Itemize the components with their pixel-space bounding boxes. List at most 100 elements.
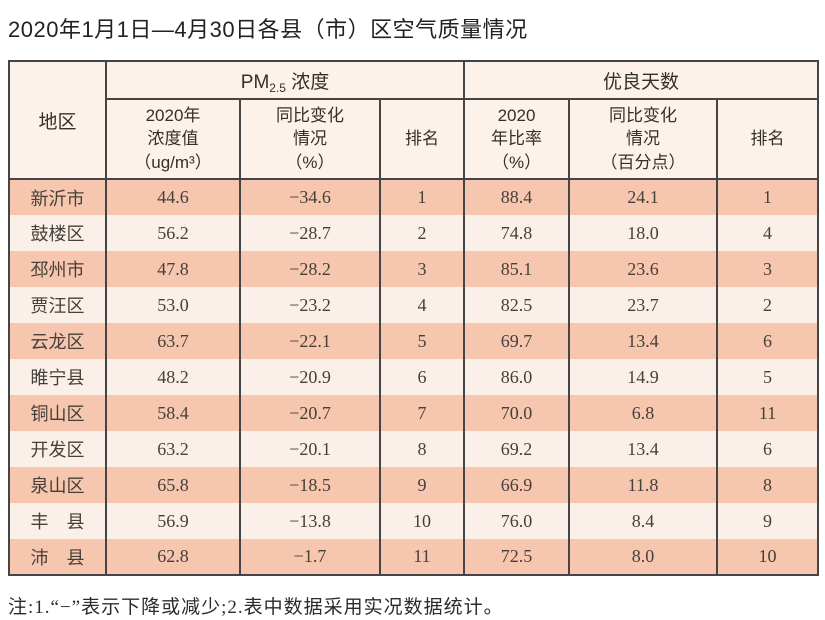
cell-pm-change: −20.9: [239, 359, 380, 395]
cell-pm-change: −28.2: [239, 251, 380, 287]
cell-days-change: 23.7: [568, 287, 718, 323]
cell-days-rank: 9: [716, 503, 819, 539]
cell-pm-value: 63.2: [105, 431, 240, 467]
cell-pm-rank: 6: [378, 359, 465, 395]
cell-pm-rank: 11: [378, 539, 465, 575]
cell-days-rate: 69.2: [463, 431, 570, 467]
cell-days-rank: 11: [716, 395, 819, 431]
cell-pm-rank: 10: [378, 503, 465, 539]
col-group-good-days: 优良天数: [463, 61, 819, 100]
cell-pm-rank: 9: [378, 467, 465, 503]
cell-pm-rank: 4: [378, 287, 465, 323]
cell-days-change: 8.0: [568, 539, 718, 575]
cell-region: 云龙区: [9, 323, 106, 359]
cell-pm-change: −20.7: [239, 395, 380, 431]
air-quality-table: 地区 PM2.5 浓度 优良天数 2020年 浓度值 （ug/m³） 同比变化 …: [8, 60, 820, 576]
table-header: 地区 PM2.5 浓度 优良天数 2020年 浓度值 （ug/m³） 同比变化 …: [9, 61, 819, 180]
cell-days-rate: 72.5: [463, 539, 570, 575]
cell-pm-value: 53.0: [105, 287, 240, 323]
cell-days-rank: 3: [716, 251, 819, 287]
cell-days-change: 11.8: [568, 467, 718, 503]
cell-days-rank: 1: [716, 179, 819, 215]
cell-pm-value: 56.9: [105, 503, 240, 539]
cell-days-change: 13.4: [568, 323, 718, 359]
cell-days-rank: 5: [716, 359, 819, 395]
cell-days-rate: 88.4: [463, 179, 570, 215]
cell-pm-change: −34.6: [239, 179, 380, 215]
cell-region: 睢宁县: [9, 359, 106, 395]
cell-pm-value: 65.8: [105, 467, 240, 503]
cell-pm-rank: 5: [378, 323, 465, 359]
pm25-label-subscript: 2.5: [269, 80, 286, 95]
cell-days-change: 8.4: [568, 503, 718, 539]
table-row: 铜山区 58.4 −20.7 7 70.0 6.8 11: [9, 395, 819, 431]
cell-pm-change: −22.1: [239, 323, 380, 359]
cell-pm-value: 62.8: [105, 539, 240, 575]
cell-pm-rank: 1: [378, 179, 465, 215]
cell-region: 沛 县: [9, 539, 106, 575]
cell-region: 铜山区: [9, 395, 106, 431]
col-header-region: 地区: [9, 61, 106, 180]
cell-pm-rank: 7: [378, 395, 465, 431]
cell-region: 丰 县: [9, 503, 106, 539]
header-group-row: 地区 PM2.5 浓度 优良天数: [9, 61, 819, 180]
cell-region: 邳州市: [9, 251, 106, 287]
cell-days-rank: 4: [716, 215, 819, 251]
table-row: 睢宁县 48.2 −20.9 6 86.0 14.9 5: [9, 359, 819, 395]
cell-pm-rank: 3: [378, 251, 465, 287]
cell-pm-change: −1.7: [239, 539, 380, 575]
table-row: 开发区 63.2 −20.1 8 69.2 13.4 6: [9, 431, 819, 467]
cell-days-rank: 8: [716, 467, 819, 503]
table-row: 泉山区 65.8 −18.5 9 66.9 11.8 8: [9, 467, 819, 503]
col-group-pm25: PM2.5 浓度: [104, 61, 465, 100]
cell-days-rank: 6: [716, 323, 819, 359]
cell-days-rank: 6: [716, 431, 819, 467]
footnote: 注:1.“−”表示下降或减少;2.表中数据采用实况数据统计。: [8, 597, 504, 618]
col-header-days-rate: 2020 年比率 （%）: [463, 99, 570, 180]
cell-days-change: 6.8: [568, 395, 718, 431]
col-header-pm-change: 同比变化 情况 （%）: [239, 99, 380, 180]
cell-days-change: 18.0: [568, 215, 718, 251]
pm25-label-suffix: 浓度: [285, 71, 330, 93]
cell-pm-value: 63.7: [105, 323, 240, 359]
cell-days-rate: 85.1: [463, 251, 570, 287]
cell-days-change: 14.9: [568, 359, 718, 395]
table-row: 邳州市 47.8 −28.2 3 85.1 23.6 3: [9, 251, 819, 287]
cell-days-rank: 10: [716, 539, 819, 575]
table-row: 丰 县 56.9 −13.8 10 76.0 8.4 9: [9, 503, 819, 539]
col-header-pm-rank: 排名: [378, 99, 465, 180]
cell-region: 贾汪区: [9, 287, 106, 323]
cell-pm-change: −18.5: [239, 467, 380, 503]
cell-region: 泉山区: [9, 467, 106, 503]
header-sub-row: 2020年 浓度值 （ug/m³） 同比变化 情况 （%） 排名 2020 年比…: [9, 99, 819, 180]
cell-days-rate: 74.8: [463, 215, 570, 251]
table-row: 沛 县 62.8 −1.7 11 72.5 8.0 10: [9, 539, 819, 575]
table-body: 新沂市 44.6 −34.6 1 88.4 24.1 1 鼓楼区 56.2 −2…: [9, 179, 819, 575]
cell-days-change: 23.6: [568, 251, 718, 287]
cell-pm-value: 44.6: [105, 179, 240, 215]
cell-pm-value: 47.8: [105, 251, 240, 287]
cell-region: 新沂市: [9, 179, 106, 215]
cell-pm-change: −13.8: [239, 503, 380, 539]
cell-days-rate: 86.0: [463, 359, 570, 395]
cell-days-rate: 70.0: [463, 395, 570, 431]
cell-days-rate: 66.9: [463, 467, 570, 503]
table-row: 新沂市 44.6 −34.6 1 88.4 24.1 1: [9, 179, 819, 215]
cell-pm-rank: 2: [378, 215, 465, 251]
cell-pm-value: 56.2: [105, 215, 240, 251]
cell-days-rank: 2: [716, 287, 819, 323]
pm25-label-prefix: PM: [240, 71, 270, 93]
cell-pm-change: −28.7: [239, 215, 380, 251]
col-header-days-change: 同比变化 情况 （百分点）: [568, 99, 718, 180]
table-row: 贾汪区 53.0 −23.2 4 82.5 23.7 2: [9, 287, 819, 323]
cell-pm-change: −20.1: [239, 431, 380, 467]
cell-pm-rank: 8: [378, 431, 465, 467]
cell-days-rate: 82.5: [463, 287, 570, 323]
cell-region: 鼓楼区: [9, 215, 106, 251]
cell-days-change: 24.1: [568, 179, 718, 215]
cell-days-rate: 76.0: [463, 503, 570, 539]
page-title: 2020年1月1日—4月30日各县（市）区空气质量情况: [8, 17, 528, 42]
cell-days-change: 13.4: [568, 431, 718, 467]
cell-pm-value: 48.2: [105, 359, 240, 395]
